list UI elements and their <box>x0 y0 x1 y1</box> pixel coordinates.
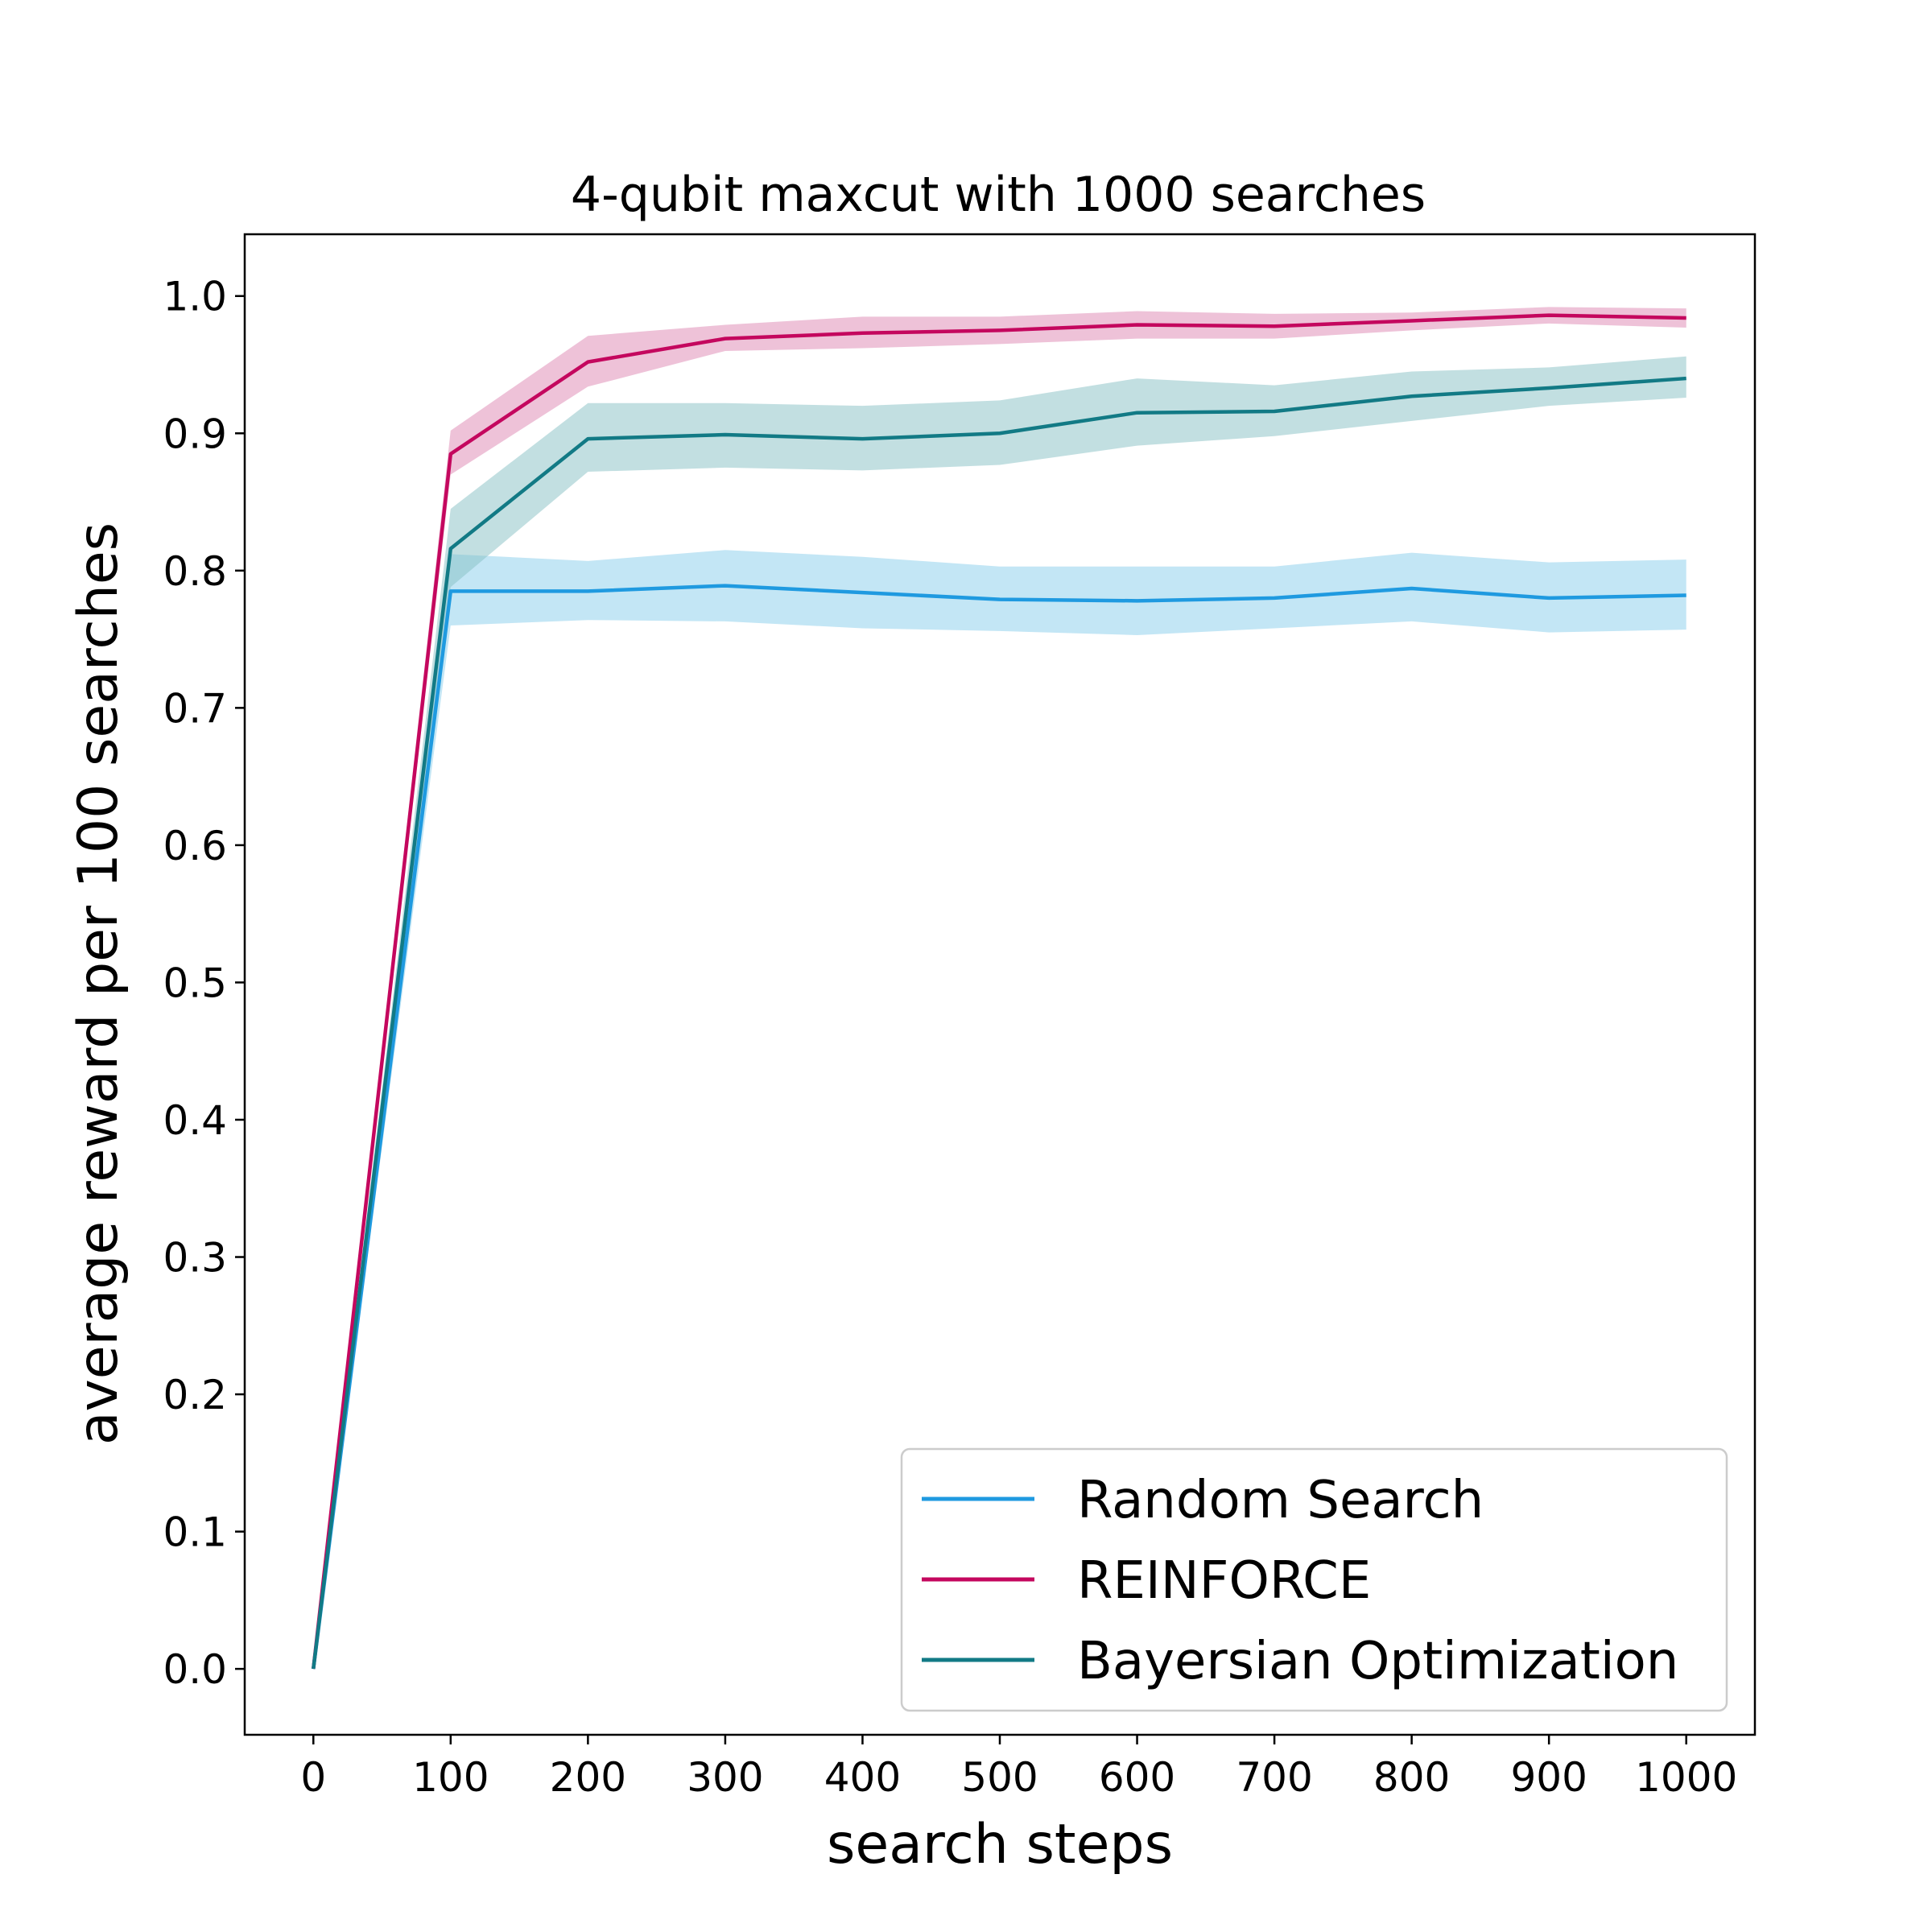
y-tick-label: 0.7 <box>163 685 227 732</box>
chart-title: 4-qubit maxcut with 1000 searches <box>571 167 1426 223</box>
x-tick-label: 300 <box>687 1754 763 1801</box>
x-axis: 0 100 200 300 400 500 600 700 800 900 1000 <box>300 1735 1737 1801</box>
y-tick-label: 0.0 <box>163 1646 227 1693</box>
x-axis-title: search steps <box>827 1813 1173 1876</box>
x-tick-label: 0 <box>300 1754 326 1801</box>
x-tick-label: 600 <box>1099 1754 1175 1801</box>
legend-frame <box>900 1447 1728 1712</box>
y-tick-label: 0.3 <box>163 1235 227 1282</box>
legend-label-series-2: Bayersian Optimization <box>1077 1632 1678 1691</box>
x-tick-label: 500 <box>961 1754 1038 1801</box>
x-tick-label: 200 <box>550 1754 626 1801</box>
y-tick-label: 0.6 <box>163 823 227 869</box>
y-tick-label: 0.4 <box>163 1097 227 1144</box>
band-series-1 <box>313 307 1686 1670</box>
y-tick-label: 0.2 <box>163 1372 227 1418</box>
line-series-1 <box>312 313 1686 1670</box>
line-series-0 <box>312 584 1686 1670</box>
y-tick-label: 0.9 <box>163 411 227 457</box>
series-lines <box>312 313 1686 1670</box>
x-tick-label: 900 <box>1510 1754 1587 1801</box>
legend: Random Search REINFORCE Bayersian Optimiza… <box>900 1447 1728 1712</box>
x-tick-label: 800 <box>1373 1754 1450 1801</box>
confidence-bands <box>313 307 1686 1670</box>
y-tick-label: 0.1 <box>163 1509 227 1556</box>
legend-label-series-0: Random Search <box>1077 1471 1484 1530</box>
y-tick-label: 0.8 <box>163 548 227 595</box>
line-series-2 <box>312 376 1686 1670</box>
y-axis-title: average reward per 100 searches <box>67 522 130 1445</box>
x-tick-label: 400 <box>824 1754 901 1801</box>
x-tick-label: 700 <box>1236 1754 1312 1801</box>
y-tick-label: 0.5 <box>163 960 227 1006</box>
y-tick-label: 1.0 <box>163 274 227 320</box>
x-tick-label: 100 <box>412 1754 489 1801</box>
x-tick-label: 1000 <box>1635 1754 1737 1801</box>
y-axis: 0.0 0.1 0.2 0.3 0.4 0.5 0.6 0.7 0.8 0.9 1.0 <box>163 274 245 1693</box>
legend-label-series-1: REINFORCE <box>1077 1551 1371 1611</box>
